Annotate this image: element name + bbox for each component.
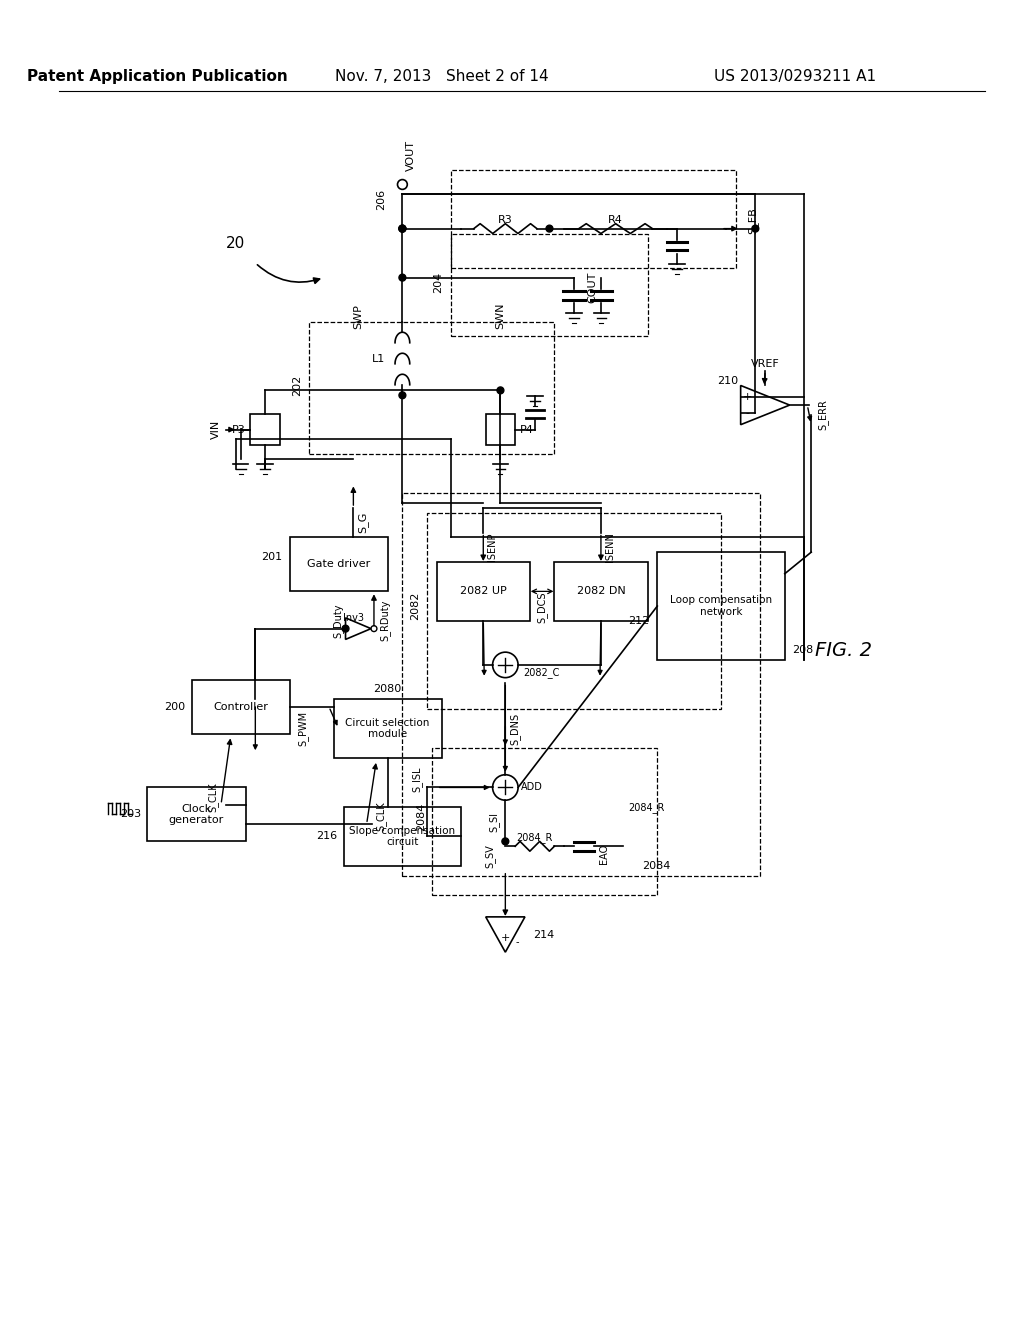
Circle shape: [399, 226, 406, 232]
Text: 2084_R: 2084_R: [628, 801, 665, 813]
Bar: [436, 562, 529, 620]
Bar: [191, 680, 290, 734]
Text: SWP: SWP: [353, 304, 364, 329]
Text: S_CLK: S_CLK: [207, 781, 218, 812]
Text: S_G: S_G: [357, 512, 369, 533]
Text: 2084: 2084: [416, 803, 426, 832]
Text: 2082: 2082: [410, 591, 420, 620]
Text: S_FB: S_FB: [748, 207, 759, 234]
Text: 2082_C: 2082_C: [523, 668, 559, 678]
Bar: [485, 414, 515, 445]
Text: 203: 203: [121, 809, 141, 820]
Text: 2084_R: 2084_R: [516, 833, 553, 843]
Text: 216: 216: [316, 832, 338, 841]
Text: -: -: [745, 408, 750, 418]
Bar: [402, 494, 760, 875]
Text: S_ISL: S_ISL: [411, 767, 422, 792]
Circle shape: [342, 626, 349, 632]
Text: S_DCS: S_DCS: [537, 591, 548, 623]
Text: S_DNS: S_DNS: [509, 713, 520, 744]
Text: ISENP: ISENP: [487, 533, 498, 561]
Bar: [251, 414, 280, 445]
Text: 202: 202: [293, 375, 302, 396]
Text: 214: 214: [532, 929, 554, 940]
Bar: [554, 562, 647, 620]
Text: P4: P4: [520, 425, 534, 434]
Text: 2084: 2084: [643, 861, 671, 871]
Text: 2082 DN: 2082 DN: [577, 586, 626, 597]
Text: +: +: [742, 392, 753, 403]
Text: P3: P3: [231, 425, 246, 434]
Circle shape: [399, 226, 406, 232]
Bar: [290, 537, 388, 591]
Text: VIN: VIN: [211, 420, 221, 440]
Bar: [334, 700, 441, 758]
Text: 204: 204: [433, 272, 443, 293]
Bar: [657, 552, 784, 660]
Text: FIG. 2: FIG. 2: [815, 640, 872, 660]
Text: S_ERR: S_ERR: [817, 400, 828, 430]
Text: 2082 UP: 2082 UP: [460, 586, 507, 597]
Text: US 2013/0293211 A1: US 2013/0293211 A1: [714, 69, 876, 84]
Text: Slope compensation
circuit: Slope compensation circuit: [349, 826, 456, 847]
Circle shape: [752, 226, 759, 232]
Text: 208: 208: [793, 645, 814, 655]
Text: 212: 212: [628, 616, 649, 626]
Circle shape: [399, 226, 406, 232]
Bar: [432, 748, 657, 895]
Bar: [309, 322, 554, 454]
Bar: [427, 513, 721, 709]
Text: 206: 206: [376, 189, 386, 210]
Circle shape: [399, 275, 406, 281]
Text: R3: R3: [498, 215, 513, 224]
Bar: [147, 788, 246, 841]
Text: VREF: VREF: [751, 359, 779, 368]
Text: S_SV: S_SV: [484, 845, 496, 869]
Bar: [452, 234, 647, 337]
Text: S_SI: S_SI: [488, 812, 499, 832]
Text: R4: R4: [608, 215, 623, 224]
Text: Loop compensation
network: Loop compensation network: [670, 595, 772, 616]
Text: +: +: [501, 933, 510, 944]
Circle shape: [399, 392, 406, 399]
Text: -: -: [515, 937, 519, 948]
Text: SWN: SWN: [496, 302, 506, 329]
Text: Gate driver: Gate driver: [307, 560, 371, 569]
Circle shape: [502, 838, 509, 845]
Text: Inv3: Inv3: [343, 612, 364, 623]
Circle shape: [497, 387, 504, 393]
Bar: [344, 807, 461, 866]
Text: EAO: EAO: [599, 843, 609, 865]
Text: 20: 20: [226, 236, 246, 251]
Text: L1: L1: [372, 354, 385, 363]
Text: Circuit selection
module: Circuit selection module: [345, 718, 430, 739]
Text: S_RDuty: S_RDuty: [380, 601, 391, 642]
Text: 210: 210: [718, 376, 738, 385]
Text: Nov. 7, 2013   Sheet 2 of 14: Nov. 7, 2013 Sheet 2 of 14: [335, 69, 549, 84]
Text: ISENN: ISENN: [605, 532, 614, 562]
Text: ADD: ADD: [521, 783, 543, 792]
Text: 200: 200: [165, 701, 185, 711]
Text: Clock
generator: Clock generator: [169, 804, 224, 825]
Text: 2080: 2080: [374, 684, 401, 694]
Text: COUT: COUT: [588, 272, 598, 304]
Text: S_PWM: S_PWM: [298, 711, 308, 746]
Bar: [452, 170, 736, 268]
Text: Patent Application Publication: Patent Application Publication: [27, 69, 288, 84]
Text: VOUT: VOUT: [407, 140, 417, 170]
Text: S_Duty: S_Duty: [333, 603, 344, 638]
Text: Controller: Controller: [213, 701, 268, 711]
Text: 201: 201: [261, 552, 282, 561]
Circle shape: [546, 226, 553, 232]
Text: S_CLK: S_CLK: [376, 801, 386, 832]
